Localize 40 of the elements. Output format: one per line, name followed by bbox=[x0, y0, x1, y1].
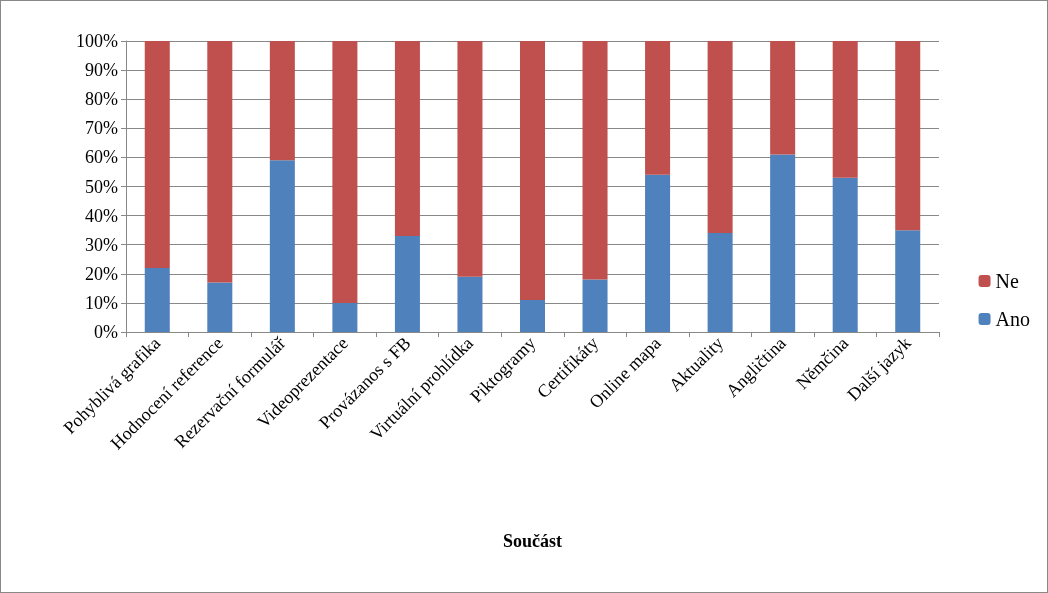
bar bbox=[207, 41, 233, 283]
bar bbox=[394, 41, 420, 236]
bar bbox=[207, 282, 233, 332]
bar bbox=[645, 41, 671, 175]
y-tick-label: 70% bbox=[85, 118, 118, 139]
bar bbox=[144, 41, 170, 268]
y-tick-label: 80% bbox=[85, 89, 118, 110]
bar bbox=[582, 279, 608, 332]
bar bbox=[269, 41, 295, 161]
bar bbox=[707, 41, 733, 234]
bar bbox=[519, 41, 546, 300]
bar bbox=[707, 233, 733, 332]
bar bbox=[269, 160, 295, 332]
bar bbox=[770, 154, 796, 332]
bar bbox=[895, 230, 921, 332]
y-tick-label: 30% bbox=[85, 234, 118, 255]
bar bbox=[394, 235, 420, 332]
bar bbox=[645, 174, 671, 332]
x-axis-title: Součást bbox=[502, 531, 563, 551]
bar bbox=[144, 267, 170, 332]
y-tick-label: 90% bbox=[85, 60, 118, 81]
bar bbox=[895, 41, 921, 231]
bar bbox=[332, 41, 358, 303]
y-tick-label: 60% bbox=[85, 147, 118, 168]
y-tick-label: 100% bbox=[76, 31, 118, 51]
bar bbox=[519, 299, 546, 332]
y-tick-label: 40% bbox=[85, 205, 118, 226]
bar bbox=[332, 302, 358, 332]
bar bbox=[582, 41, 608, 280]
bar bbox=[770, 41, 796, 155]
y-tick-label: 10% bbox=[85, 292, 118, 313]
bar bbox=[457, 41, 483, 277]
y-tick-label: 50% bbox=[85, 176, 118, 197]
bar bbox=[832, 177, 858, 332]
legend-label: Ano bbox=[995, 308, 1031, 330]
bar bbox=[457, 276, 483, 332]
y-tick-label: 0% bbox=[94, 322, 118, 342]
bar bbox=[832, 41, 858, 178]
legend-label: Ne bbox=[995, 270, 1019, 292]
y-tick-label: 20% bbox=[85, 263, 118, 284]
